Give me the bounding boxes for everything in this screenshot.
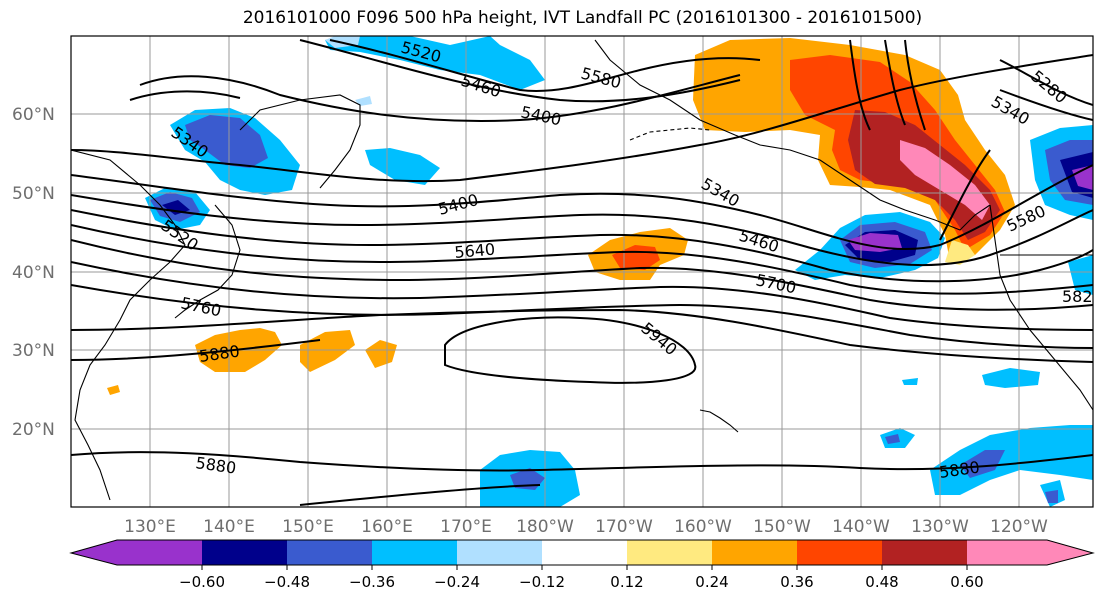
- colorbar-segment: [542, 540, 627, 565]
- shade-pink-alaska: [900, 140, 990, 220]
- lon-label: 170°W: [595, 517, 653, 537]
- lat-label: 50°N: [12, 184, 55, 204]
- lat-label: 30°N: [12, 341, 55, 361]
- colorbar-tick-label: 0.48: [865, 573, 898, 591]
- shade-blue-south5: [1045, 490, 1058, 503]
- shade-orange-subtrop4: [107, 385, 120, 395]
- lon-label: 180°W: [516, 517, 574, 537]
- colorbar-segment: [797, 540, 882, 565]
- aleutians: [629, 127, 711, 141]
- lon-label: 160°E: [361, 517, 413, 537]
- colorbar-segment: [71, 540, 202, 565]
- shade-blue-west1: [185, 115, 268, 168]
- colorbar-tick-label: −0.24: [434, 573, 480, 591]
- colorbar-segment: [372, 540, 457, 565]
- lon-label: 140°E: [203, 517, 255, 537]
- lat-label: 60°N: [12, 105, 55, 125]
- colorbar-tick-label: 0.24: [695, 573, 728, 591]
- longitude-labels: 130°E 140°E 150°E 160°E 170°E 180°W 170°…: [124, 517, 1048, 537]
- colorbar-outline: [69, 539, 1095, 566]
- shade-sky-south4: [982, 368, 1040, 388]
- latitude-labels: 60°N 50°N 40°N 30°N 20°N: [12, 105, 55, 440]
- colorbar-tick-label: −0.36: [349, 573, 395, 591]
- lon-label: 150°E: [282, 517, 334, 537]
- shade-blue-south3: [885, 434, 900, 444]
- colorbar-segment: [627, 540, 712, 565]
- colorbar-segment: [882, 540, 967, 565]
- shade-sky-top: [325, 36, 545, 90]
- colorbar-tick-label: 0.60: [950, 573, 983, 591]
- lat-label: 40°N: [12, 263, 55, 283]
- shade-yellow-alaska: [945, 240, 975, 265]
- shade-orange-subtrop3: [365, 340, 397, 368]
- shade-sky-kamch: [365, 148, 440, 185]
- colorbar-tick-label: −0.12: [519, 573, 565, 591]
- colorbar: −0.60 −0.48 −0.36 −0.24 −0.12 0.12 0.24 …: [69, 539, 1095, 591]
- colorbar-segment: [967, 540, 1093, 565]
- colorbar-tick-label: −0.48: [264, 573, 310, 591]
- colorbar-tick-label: 0.12: [610, 573, 643, 591]
- lon-label: 120°W: [990, 517, 1048, 537]
- colorbar-segment: [457, 540, 542, 565]
- figure-title: 2016101000 F096 500 hPa height, IVT Land…: [242, 8, 923, 28]
- kamchatka-coast: [239, 94, 361, 189]
- map-plot-area: 5520 5580 5460 5400 5280 5340 5340 5520 …: [71, 36, 1093, 507]
- lon-label: 130°W: [911, 517, 969, 537]
- colorbar-tick-label: −0.60: [179, 573, 225, 591]
- asia-coast: [71, 149, 186, 501]
- colorbar-segment: [712, 540, 797, 565]
- lon-label: 140°W: [832, 517, 890, 537]
- hawaii: [699, 409, 739, 433]
- lon-label: 150°W: [753, 517, 811, 537]
- colorbar-segment: [287, 540, 372, 565]
- shade-sky-south6: [902, 378, 918, 385]
- shade-purple-right: [1072, 165, 1093, 190]
- na-coast: [989, 204, 1093, 411]
- contour-label: 582: [1062, 287, 1093, 306]
- contour-label: 5640: [454, 240, 496, 262]
- map-frame: [70, 35, 1094, 508]
- lon-label: 130°E: [124, 517, 176, 537]
- shade-pale-kamch: [355, 96, 372, 106]
- lon-label: 170°E: [440, 517, 492, 537]
- colorbar-segment: [202, 540, 287, 565]
- height-contours: [71, 39, 1093, 506]
- colorbar-tick-label: 0.36: [780, 573, 813, 591]
- colorbar-ticks: [201, 565, 968, 570]
- japan-coast: [174, 204, 241, 319]
- lon-label: 160°W: [674, 517, 732, 537]
- lat-label: 20°N: [12, 420, 55, 440]
- shade-blue-south2: [960, 450, 1005, 478]
